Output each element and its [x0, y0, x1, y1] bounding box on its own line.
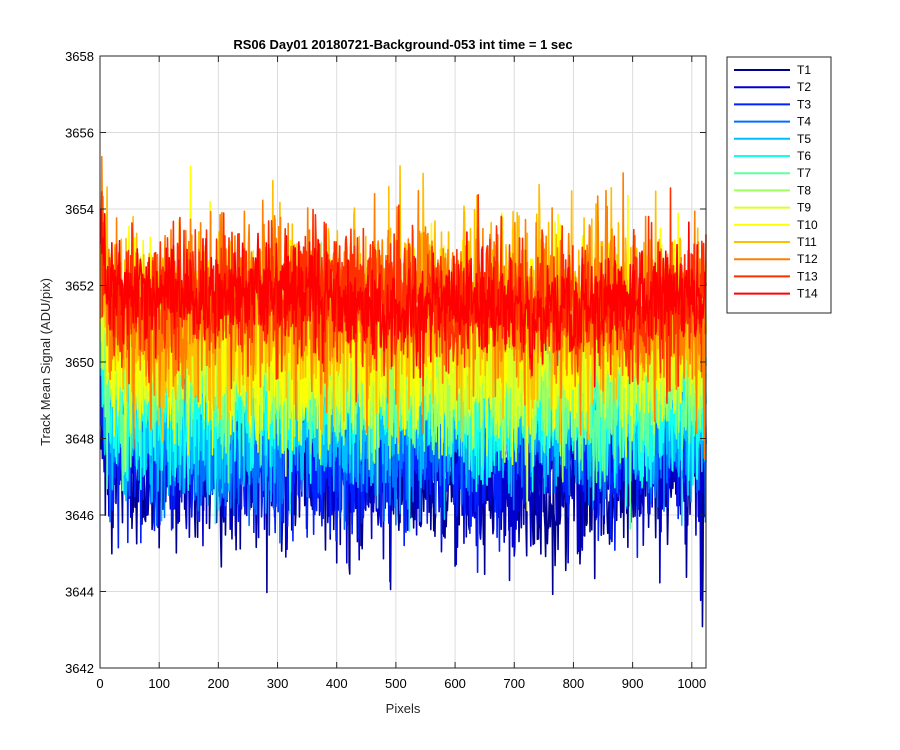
x-tick-label: 0 — [96, 676, 103, 691]
legend-label-t2: T2 — [797, 80, 811, 94]
legend-label-t7: T7 — [797, 166, 811, 180]
y-tick-label: 3658 — [65, 49, 94, 64]
y-axis-ticks: 3642 3644 3646 3648 3650 3652 3654 3656 3658 — [65, 49, 706, 676]
x-tick-label: 500 — [385, 676, 407, 691]
x-axis-label: Pixels — [386, 701, 421, 716]
legend: T1 T2 T3 T4 T5 T6 T7 T8 T9 T10 T11 T12 T13 T14 — [726, 56, 832, 314]
legend-label-t12: T12 — [797, 252, 818, 266]
series-line-t14 — [99, 209, 707, 388]
legend-label-t11: T11 — [797, 235, 817, 249]
legend-label-t13: T13 — [797, 269, 818, 283]
x-tick-label: 800 — [563, 676, 585, 691]
y-tick-label: 3642 — [65, 661, 94, 676]
y-tick-label: 3644 — [65, 585, 94, 600]
y-tick-label: 3648 — [65, 432, 94, 447]
x-axis-ticks: 0 100 200 300 400 500 600 700 800 900 1000 — [96, 56, 706, 691]
legend-label-t1: T1 — [797, 63, 811, 77]
y-axis-label: Track Mean Signal (ADU/pix) — [38, 278, 53, 446]
x-tick-label: 100 — [148, 676, 170, 691]
x-tick-label: 700 — [503, 676, 525, 691]
x-tick-label: 400 — [326, 676, 348, 691]
chart-title: RS06 Day01 20180721-Background-053 int t… — [233, 37, 572, 52]
x-tick-label: 1000 — [677, 676, 706, 691]
legend-label-t14: T14 — [797, 287, 818, 301]
legend-label-t9: T9 — [797, 201, 811, 215]
y-tick-label: 3652 — [65, 279, 94, 294]
y-tick-label: 3656 — [65, 126, 94, 141]
legend-label-t3: T3 — [797, 97, 811, 111]
legend-box — [726, 56, 832, 314]
legend-label-t6: T6 — [797, 149, 811, 163]
x-tick-label: 300 — [267, 676, 289, 691]
x-tick-label: 200 — [208, 676, 230, 691]
y-tick-label: 3650 — [65, 355, 94, 370]
x-tick-label: 600 — [444, 676, 466, 691]
y-tick-label: 3646 — [65, 508, 94, 523]
legend-label-t8: T8 — [797, 183, 811, 197]
legend-label-t10: T10 — [797, 218, 818, 232]
y-tick-label: 3654 — [65, 202, 94, 217]
x-tick-label: 900 — [622, 676, 644, 691]
legend-label-t4: T4 — [797, 115, 811, 129]
series-layer — [99, 155, 707, 628]
legend-label-t5: T5 — [797, 132, 811, 146]
